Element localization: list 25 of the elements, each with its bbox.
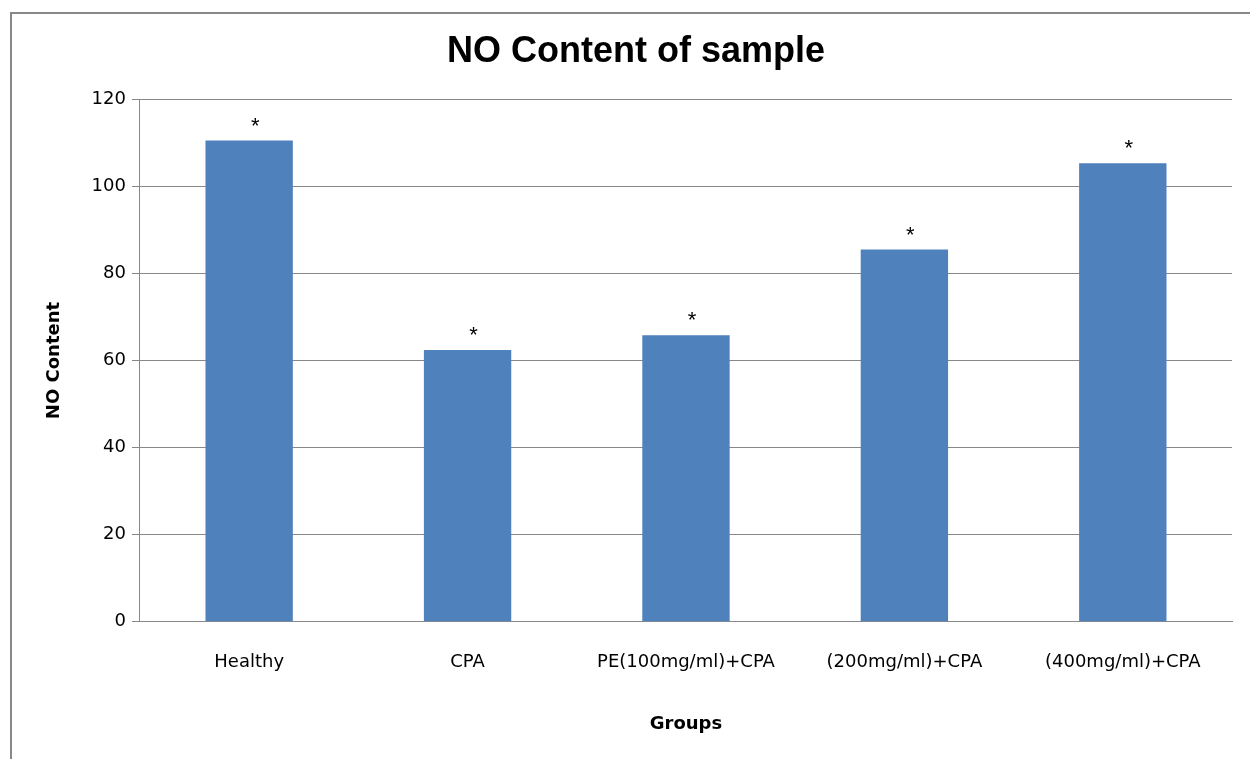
annotation: * [687,307,697,333]
x-axis-title: Groups [649,711,723,733]
y-tick-label: 0 [114,609,126,631]
bar [205,140,293,622]
y-tick-label: 60 [103,348,126,370]
x-tick-label: (200mg/ml)+CPA [826,650,983,672]
bar [1079,163,1167,622]
x-tick-label: CPA [450,650,486,672]
x-tick-label: (400mg/ml)+CPA [1044,650,1202,672]
y-tick-label: 20 [103,522,126,544]
y-tick-label: 100 [91,173,126,195]
annotation: * [469,322,479,348]
x-tick-label: Healthy [214,650,285,672]
y-tick-label: 80 [103,261,126,283]
bar [860,249,949,622]
annotation: * [250,112,260,138]
bar [642,335,730,622]
y-tick-label: 120 [91,86,126,108]
bar [423,350,512,622]
chart-title: NO Content of sample [446,28,826,70]
annotation: * [906,221,916,247]
x-tick-label: PE(100mg/ml)+CPA [597,650,776,672]
annotation: * [1124,135,1134,161]
y-axis-title: NO Content [42,301,64,420]
y-tick-label: 40 [103,435,126,457]
